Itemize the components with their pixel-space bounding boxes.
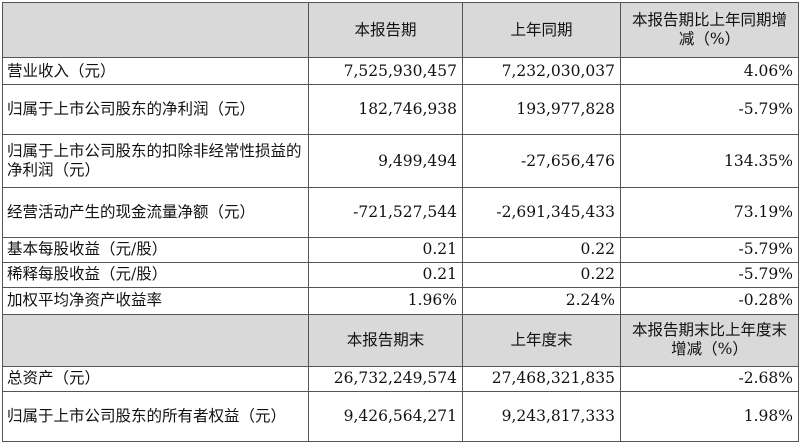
table-row: 稀释每股收益（元/股） 0.21 0.22 -5.79% [2, 261, 799, 288]
prior-value: 9,243,817,333 [462, 390, 621, 443]
header-prior-year-end: 上年度末 [462, 313, 621, 367]
current-value: 26,732,249,574 [308, 365, 463, 392]
change-value: 73.19% [620, 187, 799, 238]
table-row: 加权平均净资产收益率 1.96% 2.24% -0.28% [2, 286, 799, 315]
change-value: 1.98% [620, 390, 799, 443]
header-period-end-change: 本报告期末比上年度末增减（%） [620, 313, 799, 367]
table-row: 归属于上市公司股东的扣除非经常性损益的净利润（元） 9,499,494 -27,… [2, 134, 799, 189]
row-label: 基本每股收益（元/股） [2, 236, 309, 263]
table-row: 基本每股收益（元/股） 0.21 0.22 -5.79% [2, 236, 799, 263]
current-value: 182,746,938 [308, 84, 463, 136]
row-label: 归属于上市公司股东的所有者权益（元） [2, 390, 309, 443]
change-value: -2.68% [620, 365, 799, 392]
current-value: 9,499,494 [308, 134, 463, 189]
row-label: 加权平均净资产收益率 [2, 286, 309, 315]
table-row: 营业收入（元） 7,525,930,457 7,232,030,037 4.06… [2, 57, 799, 86]
prior-value: 193,977,828 [462, 84, 621, 136]
prior-value: 0.22 [462, 261, 621, 288]
prior-value: 27,468,321,835 [462, 365, 621, 392]
row-label: 归属于上市公司股东的扣除非经常性损益的净利润（元） [2, 134, 309, 189]
table-row: 归属于上市公司股东的净利润（元） 182,746,938 193,977,828… [2, 84, 799, 136]
prior-value: -27,656,476 [462, 134, 621, 189]
header-period-change: 本报告期比上年同期增减（%） [620, 1, 799, 59]
table-row: 归属于上市公司股东的所有者权益（元） 9,426,564,271 9,243,8… [2, 390, 799, 443]
header-blank-cell [2, 313, 309, 367]
change-value: -0.28% [620, 286, 799, 315]
change-value: -5.79% [620, 84, 799, 136]
current-value: 9,426,564,271 [308, 390, 463, 443]
header-prior-period: 上年同期 [462, 1, 621, 59]
row-label: 营业收入（元） [2, 57, 309, 86]
table-row: 经营活动产生的现金流量净额（元） -721,527,544 -2,691,345… [2, 187, 799, 238]
current-value: 7,525,930,457 [308, 57, 463, 86]
current-value: -721,527,544 [308, 187, 463, 238]
prior-value: -2,691,345,433 [462, 187, 621, 238]
row-label: 归属于上市公司股东的净利润（元） [2, 84, 309, 136]
header-row-period: 本报告期 上年同期 本报告期比上年同期增减（%） [2, 1, 799, 59]
row-label: 稀释每股收益（元/股） [2, 261, 309, 288]
current-value: 1.96% [308, 286, 463, 315]
row-label: 总资产（元） [2, 365, 309, 392]
header-current-period-end: 本报告期末 [308, 313, 463, 367]
header-current-period: 本报告期 [308, 1, 463, 59]
prior-value: 7,232,030,037 [462, 57, 621, 86]
change-value: 134.35% [620, 134, 799, 189]
header-row-period-end: 本报告期末 上年度末 本报告期末比上年度末增减（%） [2, 313, 799, 367]
header-blank-cell [2, 1, 309, 59]
prior-value: 2.24% [462, 286, 621, 315]
current-value: 0.21 [308, 236, 463, 263]
change-value: -5.79% [620, 261, 799, 288]
change-value: 4.06% [620, 57, 799, 86]
table-row: 总资产（元） 26,732,249,574 27,468,321,835 -2.… [2, 365, 799, 392]
change-value: -5.79% [620, 236, 799, 263]
row-label: 经营活动产生的现金流量净额（元） [2, 187, 309, 238]
prior-value: 0.22 [462, 236, 621, 263]
current-value: 0.21 [308, 261, 463, 288]
